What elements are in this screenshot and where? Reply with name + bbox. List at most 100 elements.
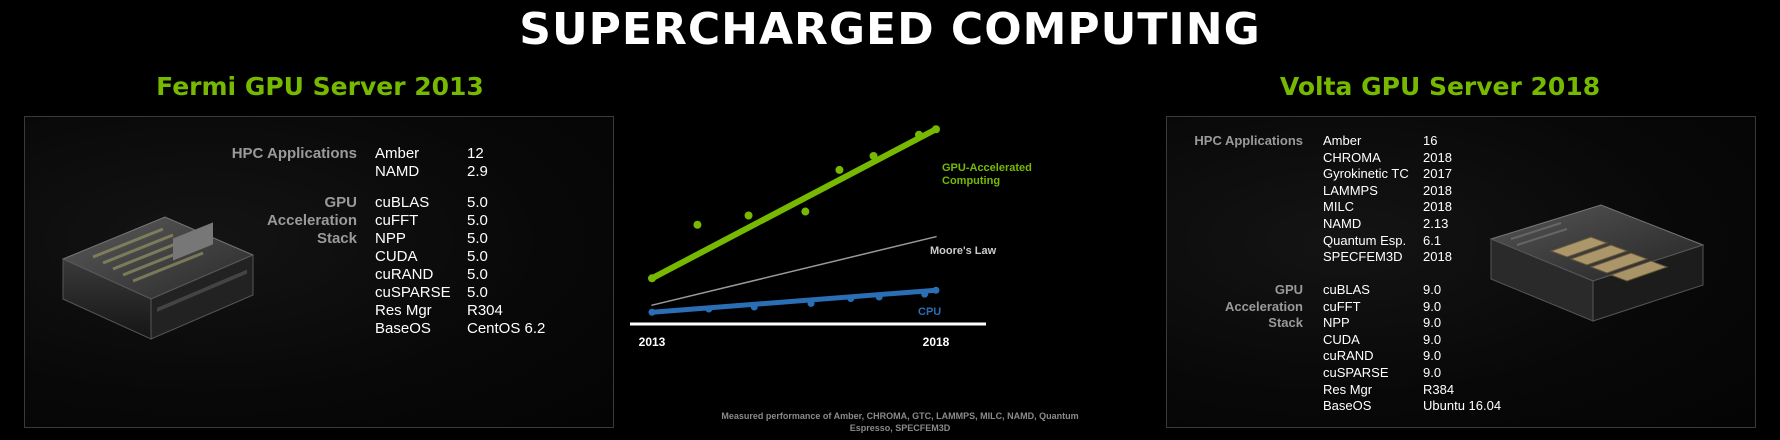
- spec-value: 12: [467, 145, 484, 162]
- spec-value: 6.1: [1423, 232, 1442, 248]
- spec-name: cuRAND: [1323, 348, 1374, 364]
- performance-chart: 10010120132018 GPU-AcceleratedComputingM…: [630, 125, 1032, 349]
- spec-value: 5.0: [467, 248, 488, 265]
- cpu-data-point: [847, 295, 855, 303]
- spec-name: cuBLAS: [1323, 282, 1370, 297]
- spec-name: NPP: [375, 230, 406, 247]
- left-heading: Fermi GPU Server 2013: [156, 72, 484, 101]
- spec-name: cuFFT: [375, 212, 419, 229]
- gpu-data-point: [932, 125, 940, 134]
- moores-law-line: [651, 235, 937, 306]
- spec-value: 2.13: [1423, 215, 1449, 231]
- gpu-data-point: [835, 165, 844, 174]
- server-image-right: [1489, 204, 1705, 322]
- gpu-label-line: Acceleration: [1224, 298, 1303, 314]
- series-label: Moore's Law: [930, 245, 997, 257]
- spec-name: cuSPARSE: [1323, 364, 1389, 380]
- gpu-label-line: Stack: [316, 230, 357, 247]
- chart-footnote: Measured performance of Amber, CHROMA, G…: [690, 410, 1110, 434]
- spec-name: cuSPARSE: [375, 284, 451, 301]
- spec-value: 5.0: [467, 212, 488, 229]
- hpc-applications-label: HPC Applications: [231, 145, 357, 162]
- spec-value: 2017: [1423, 166, 1452, 182]
- gpu-data-point: [801, 207, 810, 216]
- spec-name: cuBLAS: [375, 194, 430, 211]
- spec-value: 9.0: [1423, 282, 1442, 297]
- gpu-label-line: GPU: [1274, 282, 1303, 297]
- hpc-applications-label: HPC Applications: [1194, 133, 1303, 148]
- left-panel: HPC Applications GPU Acceleration Stack …: [24, 116, 614, 428]
- gpu-data-point: [744, 211, 753, 220]
- spec-name: SPECFEM3D: [1323, 249, 1403, 265]
- spec-name: Amber: [1323, 133, 1362, 148]
- gpu-data-point: [693, 220, 702, 229]
- spec-value: 9.0: [1423, 298, 1442, 314]
- footnote-line: Espresso, SPECFEM3D: [849, 423, 951, 433]
- spec-value: 5.0: [467, 284, 488, 301]
- spec-name: cuFFT: [1323, 298, 1361, 314]
- gpu-data-point: [648, 274, 656, 283]
- cpu-data-point: [705, 305, 713, 313]
- footnote-line: Measured performance of Amber, CHROMA, G…: [721, 411, 1079, 421]
- spec-value: 5.0: [467, 230, 488, 247]
- spec-name: NAMD: [1323, 215, 1362, 231]
- gpu-data-point: [869, 151, 878, 160]
- spec-value: 2018: [1423, 182, 1452, 198]
- cpu-data-point: [807, 299, 815, 307]
- right-panel: HPC Applications GPU Acceleration Stack …: [1166, 116, 1756, 428]
- series-label: Computing: [942, 175, 1000, 187]
- spec-value: 9.0: [1423, 331, 1442, 347]
- gpu-trend-line: [649, 126, 939, 282]
- spec-name: BaseOS: [1323, 398, 1372, 414]
- right-spec-table: HPC Applications GPU Acceleration Stack …: [1167, 133, 1755, 423]
- gpu-data-point: [914, 130, 923, 139]
- spec-name: Res Mgr: [1323, 381, 1373, 397]
- spec-value: 9.0: [1423, 364, 1442, 380]
- x-tick-label: 2018: [923, 335, 950, 349]
- spec-value: 2018: [1423, 249, 1452, 265]
- cpu-data-point: [875, 293, 883, 301]
- spec-name: CHROMA: [1323, 149, 1381, 165]
- spec-name: cuRAND: [375, 266, 434, 283]
- right-heading: Volta GPU Server 2018: [1279, 72, 1601, 101]
- series-label: GPU-Accelerated: [942, 162, 1032, 174]
- spec-name: NPP: [1323, 315, 1350, 331]
- spec-value: 9.0: [1423, 348, 1442, 364]
- page-title: SUPERCHARGED COMPUTING: [519, 4, 1261, 55]
- series-label: CPU: [918, 306, 941, 318]
- spec-value: Ubuntu 16.04: [1423, 398, 1502, 414]
- spec-value: 2.9: [467, 163, 488, 180]
- cpu-data-point: [750, 303, 758, 311]
- spec-name: MILC: [1323, 199, 1355, 215]
- cpu-data-point: [648, 308, 656, 316]
- spec-value: CentOS 6.2: [467, 320, 546, 337]
- cpu-data-point: [921, 290, 929, 298]
- spec-name: Amber: [375, 145, 420, 162]
- x-tick-label: 2013: [639, 335, 666, 349]
- spec-value: 2018: [1423, 199, 1452, 215]
- spec-value: 9.0: [1423, 315, 1442, 331]
- spec-value: 5.0: [467, 266, 488, 283]
- gpu-label-line: Stack: [1268, 315, 1303, 331]
- spec-name: Res Mgr: [375, 302, 432, 319]
- spec-value: R384: [1423, 381, 1455, 397]
- spec-value: 16: [1423, 133, 1438, 148]
- spec-name: CUDA: [375, 248, 418, 265]
- spec-value: R304: [467, 302, 503, 319]
- cpu-trend-line: [649, 287, 939, 315]
- spec-name: BaseOS: [375, 320, 431, 337]
- cpu-data-point: [932, 286, 940, 294]
- spec-value: 5.0: [467, 194, 488, 211]
- spec-name: CUDA: [1323, 331, 1360, 347]
- gpu-stack-label: GPU Acceleration Stack: [175, 194, 357, 248]
- spec-name: LAMMPS: [1323, 182, 1378, 198]
- gpu-label-line: GPU: [324, 194, 357, 211]
- server-image-left: [61, 216, 255, 340]
- gpu-label-line: Acceleration: [266, 212, 357, 229]
- spec-name: Gyrokinetic TC: [1323, 166, 1409, 182]
- spec-name: Quantum Esp.: [1323, 232, 1407, 248]
- spec-name: NAMD: [375, 163, 420, 180]
- gpu-stack-label: GPU Acceleration Stack: [1167, 282, 1303, 332]
- spec-value: 2018: [1423, 149, 1452, 165]
- left-spec-table: HPC Applications GPU Acceleration Stack …: [25, 145, 613, 405]
